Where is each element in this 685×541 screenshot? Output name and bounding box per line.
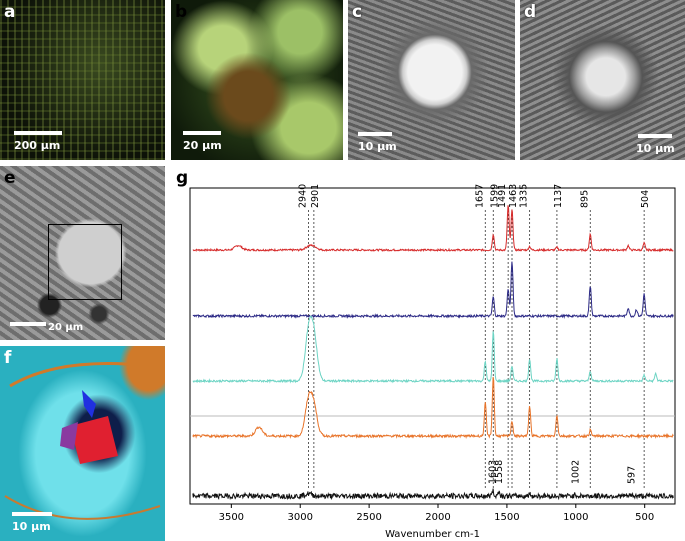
peak-label-top: 1463 — [508, 184, 519, 208]
plot-frame — [189, 187, 676, 505]
scale-bar-c — [358, 132, 392, 136]
spectrum-navy — [192, 261, 674, 320]
scale-bar-f — [12, 512, 52, 516]
panel-label-g: g — [176, 168, 189, 188]
peak-label-bottom: 1002 — [571, 460, 582, 484]
scale-text-e: 20 µm — [48, 322, 84, 333]
purple-phase — [60, 422, 78, 450]
x-axis-label: Wavenumber cm-1 — [385, 529, 480, 540]
peak-label-bottom: 1558 — [494, 460, 505, 484]
peak-label-top: 895 — [579, 190, 590, 208]
peak-label-top: 1491 — [497, 184, 508, 208]
scale-text-d: 10 µm — [636, 142, 675, 155]
panel-label-a: a — [4, 2, 16, 22]
panel-label-b: b — [175, 2, 188, 22]
panel-label-d: d — [524, 2, 537, 22]
x-tick-label: 2500 — [356, 512, 381, 523]
spectrum-teal — [192, 315, 674, 384]
scale-bar-e — [10, 322, 46, 326]
x-tick-label: 3000 — [288, 512, 313, 523]
x-tick-label: 1000 — [563, 512, 588, 523]
peak-label-top: 1335 — [519, 184, 530, 208]
blue-phase — [82, 390, 96, 418]
scale-bar-d — [638, 134, 672, 138]
orange-boundary — [9, 362, 151, 388]
scale-bar-b — [183, 131, 221, 135]
orange-boundary-lower — [4, 495, 161, 520]
peak-label-top: 1657 — [474, 184, 485, 208]
scale-text-b: 20 µm — [183, 139, 222, 152]
red-phase — [70, 416, 118, 464]
peak-label-top: 2901 — [310, 184, 321, 208]
scale-bar-a — [14, 131, 62, 135]
panel-d: d 10 µm — [520, 0, 685, 160]
peak-label-top: 1599 — [489, 184, 500, 208]
peak-label-bottom: 1603 — [488, 460, 499, 484]
panel-e: e 20 µm — [0, 166, 165, 340]
scale-text-a: 200 µm — [14, 139, 61, 152]
x-tick-label: 1500 — [494, 512, 519, 523]
panel-c: c 10 µm — [348, 0, 515, 160]
x-tick-label: 500 — [635, 512, 654, 523]
spectrum-orange — [192, 376, 674, 439]
peak-label-bottom: 597 — [626, 466, 637, 484]
x-tick-label: 3500 — [219, 512, 244, 523]
panel-label-f: f — [4, 348, 12, 368]
panel-label-c: c — [352, 2, 363, 22]
peak-label-top: 1137 — [553, 184, 564, 208]
panel-f: f 10 µm — [0, 346, 165, 541]
scale-text-c: 10 µm — [358, 140, 397, 153]
panel-a: a 200 µm — [0, 0, 165, 160]
panel-label-e: e — [4, 168, 16, 188]
spectrum-black — [192, 488, 674, 501]
raman-spectra-chart: 3500 3000 2500 2000 1500 1000 500 Wavenumber cm… — [189, 184, 676, 540]
scale-text-f: 10 µm — [12, 520, 51, 533]
inset-box — [48, 224, 122, 300]
spectrum-red — [192, 205, 674, 253]
raman-spectra-panel: g 3500 3000 2500 2000 1500 1000 500 Wavenumber … — [160, 166, 685, 541]
panel-b: b 20 µm — [171, 0, 343, 160]
raman-map-overlay — [4, 362, 161, 520]
x-tick-label: 2000 — [425, 512, 450, 523]
peak-label-top: 2940 — [297, 184, 308, 208]
peak-label-top: 504 — [640, 190, 651, 208]
